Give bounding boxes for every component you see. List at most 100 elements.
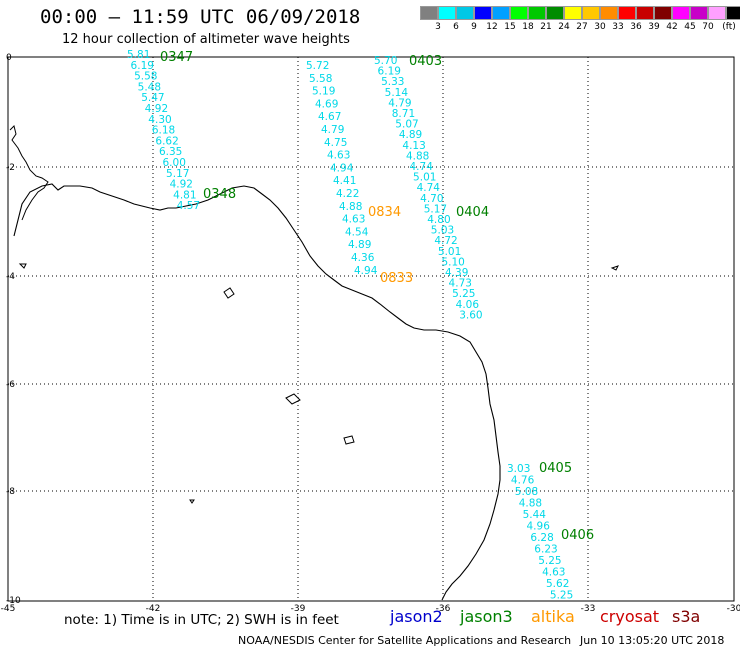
wave-height-value: 4.92 — [145, 103, 168, 115]
wave-height-value: 4.63 — [342, 214, 365, 226]
wave-height-value: 4.69 — [315, 98, 338, 110]
wave-height-value: 4.73 — [449, 278, 472, 290]
track-time-labels: 0347 0348 0403 0404 0405 0406 0834 0833 — [160, 50, 594, 543]
wave-height-value: 4.72 — [434, 235, 457, 247]
wave-height-value: 4.57 — [177, 200, 200, 212]
latitude-tick-label: 0 — [6, 53, 12, 63]
wave-height-value: 5.47 — [141, 92, 164, 104]
legend-swatch — [726, 6, 740, 20]
footnote: note: 1) Time is in UTC; 2) SWH is in fe… — [64, 612, 339, 628]
wave-height-value: 5.72 — [306, 60, 329, 72]
satellite-altika-label: altika — [531, 607, 575, 626]
wave-height-value: 5.01 — [438, 246, 461, 258]
island — [189, 499, 195, 504]
legend-label: 3 — [435, 22, 441, 32]
wave-height-value: 5.25 — [452, 288, 475, 300]
longitude-tick-label: -33 — [581, 604, 596, 614]
wave-height-value: 4.88 — [519, 498, 542, 510]
wave-height-value: 6.00 — [163, 157, 186, 169]
wave-height-value: 4.79 — [388, 97, 411, 109]
legend-label: 36 — [630, 22, 642, 32]
satellite-jason2-label: jason2 — [390, 607, 443, 626]
legend-swatch — [546, 6, 564, 20]
latitude-tick-label: -2 — [6, 163, 15, 173]
legend-label: 15 — [504, 22, 516, 32]
longitude-tick-label: -42 — [146, 604, 161, 614]
wave-height-value: 3.60 — [459, 309, 482, 321]
wave-height-value: 5.01 — [413, 172, 436, 184]
wave-height-value: 5.10 — [441, 256, 464, 268]
legend-swatch — [528, 6, 546, 20]
map-title: 00:00 – 11:59 UTC 06/09/2018 — [40, 6, 361, 28]
wave-height-value: 5.44 — [523, 509, 547, 521]
legend-label: 39 — [648, 22, 660, 32]
wave-height-value: 4.06 — [456, 299, 480, 311]
legend-swatch — [582, 6, 600, 20]
wave-height-value: 4.22 — [336, 188, 359, 200]
wave-height-value: 4.88 — [339, 201, 362, 213]
legend-label: 18 — [522, 22, 534, 32]
wave-height-value: 6.18 — [152, 125, 175, 137]
wave-height-value: 5.58 — [309, 73, 332, 85]
wave-height-value: 4.75 — [324, 137, 347, 149]
wave-height-value: 6.23 — [534, 544, 557, 556]
wave-height-value: 3.03 — [507, 463, 530, 475]
wave-height-value: 4.89 — [348, 239, 371, 251]
wave-height-value: 5.33 — [381, 76, 404, 88]
wave-height-value: 4.96 — [527, 521, 551, 533]
wave-height-value: 4.79 — [321, 124, 344, 136]
legend-label: 12 — [486, 22, 498, 32]
coastline — [13, 183, 501, 601]
generated-timestamp: Jun 10 13:05:20 UTC 2018 — [580, 634, 725, 647]
track-time-label: 0347 — [160, 50, 193, 65]
track-time-label: 0834 — [368, 205, 401, 220]
legend-swatch — [672, 6, 690, 20]
color-legend — [420, 6, 740, 20]
wave-height-value: 6.62 — [155, 135, 178, 147]
wave-height-value: 4.88 — [406, 150, 429, 162]
wave-height-value: 4.81 — [173, 189, 196, 201]
satellite-jason3-label: jason3 — [460, 607, 513, 626]
wave-height-value: 6.28 — [530, 532, 553, 544]
coastline-fragment — [9, 125, 49, 221]
island — [610, 265, 619, 271]
map-frame — [7, 56, 735, 602]
wave-height-value: 6.35 — [159, 146, 182, 158]
longitude-tick-label: -39 — [291, 604, 306, 614]
wave-height-value: 5.70 — [374, 55, 397, 67]
longitude-tick-label: -36 — [436, 604, 451, 614]
wave-height-value: 4.39 — [445, 267, 468, 279]
island — [343, 435, 355, 445]
wave-height-value: 4.76 — [511, 475, 535, 487]
wave-height-value: 5.14 — [385, 87, 409, 99]
legend-swatch — [564, 6, 582, 20]
satellite-cryosat-label: cryosat — [600, 607, 660, 626]
legend-label: 9 — [471, 22, 477, 32]
wave-height-value: 4.36 — [351, 252, 375, 264]
wave-height-value: 4.80 — [427, 214, 450, 226]
legend-swatch — [618, 6, 636, 20]
wave-height-value: 4.13 — [402, 140, 425, 152]
longitude-tick-label: -30 — [727, 604, 740, 614]
legend-label: 21 — [540, 22, 552, 32]
wave-height-value: 5.25 — [550, 590, 573, 602]
wave-height-value: 5.58 — [134, 71, 157, 83]
credit-text: NOAA/NESDIS Center for Satellite Applica… — [238, 634, 572, 647]
track-time-label: 0404 — [456, 205, 489, 220]
legend-swatch — [708, 6, 726, 20]
legend-unit: (ft) — [722, 22, 736, 32]
island — [18, 263, 27, 269]
legend-label: 45 — [684, 22, 696, 32]
legend-swatch — [636, 6, 654, 20]
legend-swatch — [654, 6, 672, 20]
wave-height-value: 4.94 — [330, 162, 354, 174]
legend-label: 27 — [576, 22, 588, 32]
legend-label: 42 — [666, 22, 678, 32]
wave-height-value: 5.07 — [395, 119, 418, 131]
track-values: 5.816.195.585.485.474.924.306.186.626.35… — [127, 49, 573, 602]
wave-height-value: 4.54 — [345, 226, 369, 238]
legend-swatch — [438, 6, 456, 20]
wave-height-value: 4.63 — [542, 567, 565, 579]
legend-label: 30 — [594, 22, 606, 32]
